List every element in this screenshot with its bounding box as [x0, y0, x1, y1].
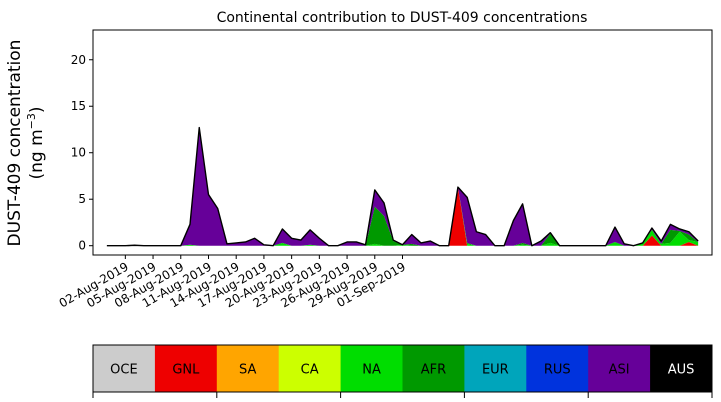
legend-swatch-oce [93, 345, 156, 392]
y-tick-label: 0 [78, 239, 86, 253]
legend-label-gnl: GNL [172, 363, 200, 378]
legend-swatch-asi [588, 345, 651, 392]
legend-colorbar: OCE GNL SA CA NA AFR EUR RUS ASI AUS [92, 344, 713, 398]
y-axis-label: DUST-409 concentration (ng m−3) [5, 40, 47, 247]
total-outline-line [106, 126, 699, 247]
y-tick-label: 5 [78, 192, 86, 206]
area-series-asi [106, 127, 699, 246]
svg-text:(ng m−3): (ng m−3) [25, 106, 47, 179]
legend-label-oce: OCE [110, 363, 138, 378]
legend-swatch-rus [526, 345, 589, 392]
legend-label-ca: CA [301, 363, 319, 378]
legend-swatch-eur [464, 345, 527, 392]
plot-frame [92, 29, 713, 256]
legend-label-afr: AFR [421, 363, 446, 378]
legend-swatch-na [340, 345, 403, 392]
legend-label-rus: RUS [544, 363, 571, 378]
legend-swatch-gnl [154, 345, 218, 392]
y-tick-label: 10 [71, 146, 86, 160]
y-axis-label-line1: DUST-409 concentration [5, 40, 25, 247]
legend-swatch-afr [402, 345, 465, 392]
y-tick-label: 20 [71, 53, 86, 67]
plot-area [92, 29, 713, 256]
legend-swatch-aus [650, 345, 713, 392]
legend-label-asi: ASI [609, 363, 630, 378]
legend-label-na: NA [362, 363, 381, 378]
y-axis: 0 5 10 15 20 [71, 53, 93, 253]
legend-frame [92, 344, 713, 393]
legend-label-sa: SA [239, 363, 256, 378]
chart-title: Continental contribution to DUST-409 con… [217, 10, 588, 26]
y-axis-label-line2-prefix: (ng m [27, 129, 47, 179]
svg-text:DUST-409 concentration: DUST-409 concentration [5, 40, 25, 247]
y-tick-label: 15 [71, 99, 86, 113]
y-axis-label-unit-exponent: −3 [25, 113, 38, 129]
legend-swatch-ca [278, 345, 342, 392]
legend-swatch-sa [216, 345, 280, 392]
legend-label-eur: EUR [482, 363, 509, 378]
legend-label-aus: AUS [668, 363, 695, 378]
y-axis-label-line2-suffix: ) [27, 106, 47, 113]
x-axis: 02-Aug-201905-Aug-201908-Aug-201911-Aug-… [57, 255, 408, 310]
